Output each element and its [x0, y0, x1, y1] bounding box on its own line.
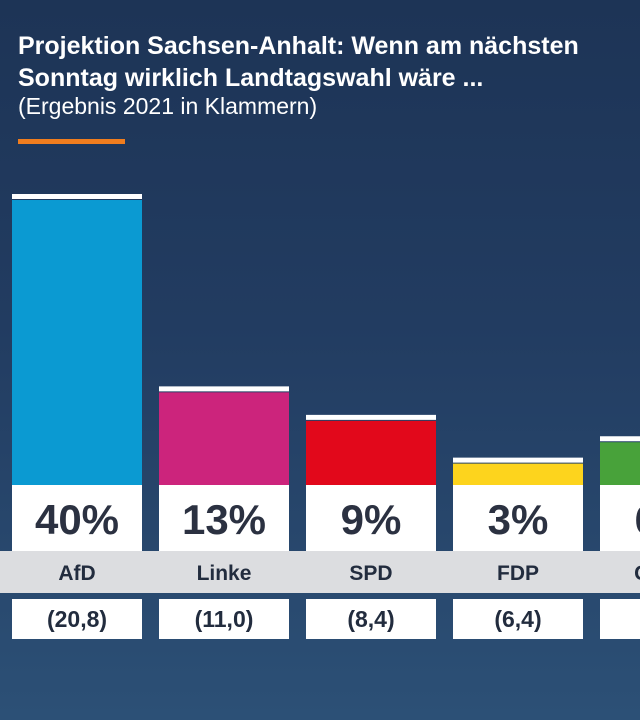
- bar-cap-gr-ne: [600, 436, 640, 442]
- party-label-afd: AfD: [58, 562, 95, 585]
- previous-label-fdp: (6,4): [494, 606, 541, 632]
- previous-box-linke: [159, 599, 289, 639]
- chart-title: Projektion Sachsen-Anhalt: Wenn am nächs…: [18, 30, 640, 94]
- value-box-spd: [306, 485, 436, 551]
- bar-fdp: [453, 463, 583, 485]
- chart-subtitle: (Ergebnis 2021 in Klammern): [18, 93, 318, 119]
- party-label-linke: Linke: [197, 562, 252, 585]
- chart-title-line2: Sonntag wirklich Landtagswahl wäre ...: [18, 64, 484, 92]
- bar-cap-fdp: [453, 457, 583, 463]
- bar-spd: [306, 420, 436, 485]
- bar-linke: [159, 392, 289, 485]
- accent-line: [18, 139, 125, 144]
- party-label-gr-ne: Grüne: [634, 562, 640, 585]
- party-label-fdp: FDP: [497, 562, 539, 585]
- value-label-afd: 40%: [35, 496, 119, 543]
- bar-afd: [12, 200, 142, 485]
- previous-box-gr-ne: [600, 599, 640, 639]
- value-label-spd: 9%: [341, 496, 402, 543]
- party-label-band: [0, 551, 640, 593]
- value-label-gr-ne: 6%: [635, 496, 640, 543]
- bar-cap-linke: [159, 386, 289, 392]
- previous-label-afd: (20,8): [47, 606, 107, 632]
- previous-label-spd: (8,4): [347, 606, 394, 632]
- value-box-afd: [12, 485, 142, 551]
- chart-title-line1: Projektion Sachsen-Anhalt: Wenn am nächs…: [18, 32, 579, 60]
- value-box-gr-ne: [600, 485, 640, 551]
- value-label-linke: 13%: [182, 496, 266, 543]
- value-label-fdp: 3%: [488, 496, 549, 543]
- previous-box-spd: [306, 599, 436, 639]
- previous-label-linke: (11,0): [195, 606, 254, 632]
- bar-gr-ne: [600, 442, 640, 485]
- value-box-fdp: [453, 485, 583, 551]
- party-label-spd: SPD: [349, 562, 392, 585]
- value-box-linke: [159, 485, 289, 551]
- previous-box-afd: [12, 599, 142, 639]
- bar-cap-afd: [12, 194, 142, 199]
- bar-cap-spd: [306, 414, 436, 420]
- previous-box-fdp: [453, 599, 583, 639]
